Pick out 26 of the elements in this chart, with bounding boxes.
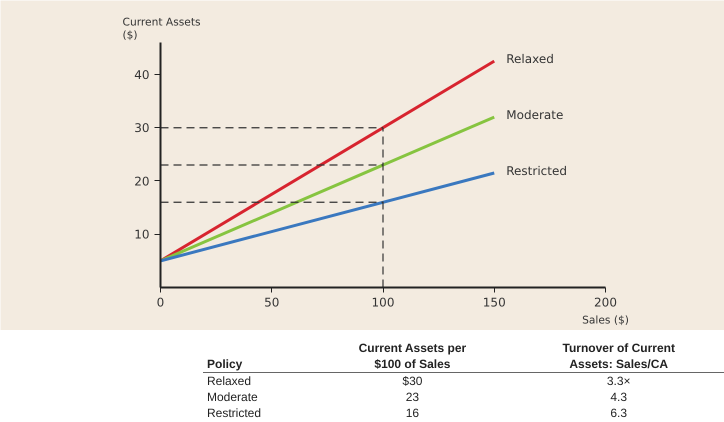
x-tick-label: 150 (482, 296, 506, 310)
series-label: Restricted (506, 164, 567, 178)
x-axis-title: Sales ($) (582, 314, 629, 326)
x-tick-label: 100 (372, 296, 394, 310)
series-label: Moderate (506, 108, 564, 122)
y-tick-label: 10 (134, 228, 150, 242)
text: 3.3× (606, 373, 632, 389)
x-tick-label: 200 (594, 296, 617, 310)
y-tick-label: 20 (134, 174, 150, 188)
text: Moderate (206, 389, 259, 405)
x-tick-label: 0 (156, 296, 164, 310)
y-tick-label: 40 (134, 68, 150, 82)
y-tick-label: 30 (134, 121, 150, 136)
text: Relaxed (206, 373, 252, 389)
y-axis-title: Current Assets ($) (122, 16, 202, 42)
text: $30 (401, 373, 424, 389)
text: Policy (203, 340, 312, 372)
x-tick-label: 50 (264, 296, 280, 310)
series-label: Relaxed (506, 52, 554, 66)
text: 4.3 (609, 389, 628, 405)
text: 16 (404, 405, 420, 421)
text: Restricted (206, 405, 262, 421)
text: Turnover of Current Assets: Sales/CA (513, 340, 724, 372)
text: 6.3 (609, 405, 628, 421)
text: Current Assets per $100 of Sales (311, 340, 514, 372)
text: 23 (404, 389, 420, 405)
